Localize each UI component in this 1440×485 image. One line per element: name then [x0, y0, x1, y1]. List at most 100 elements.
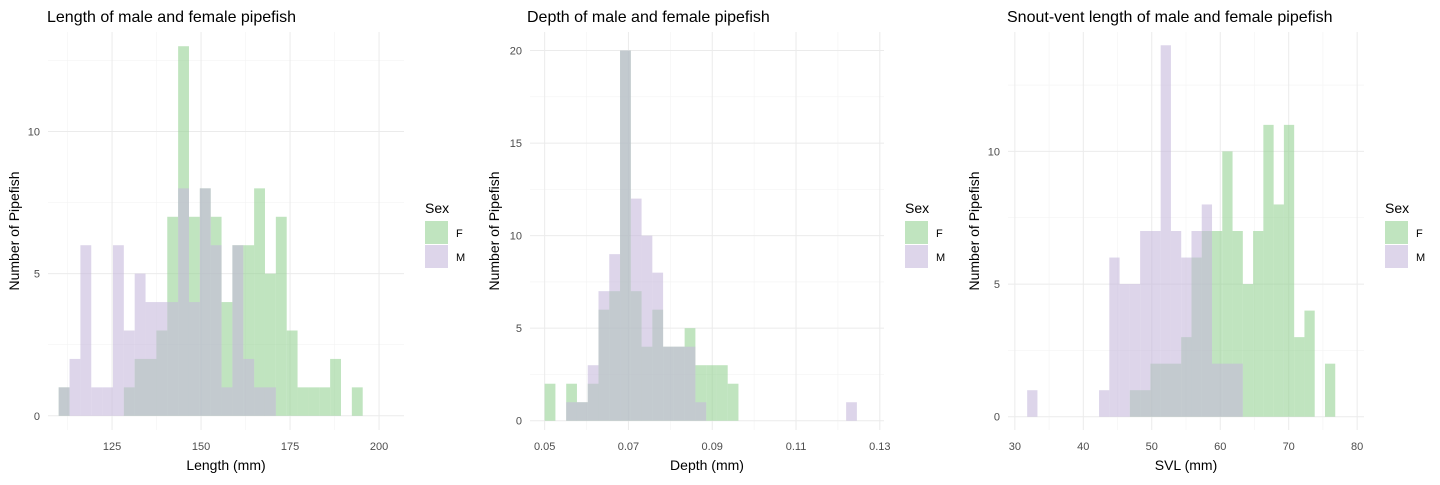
- legend: Sex FM: [425, 200, 465, 268]
- bar-f: [1294, 337, 1305, 417]
- x-axis-label: Depth (mm): [670, 457, 744, 473]
- bar-f: [727, 383, 739, 421]
- bar-m: [1181, 257, 1192, 417]
- y-axis-label: Number of Pipefish: [6, 171, 22, 290]
- bar-m: [1150, 231, 1161, 417]
- bar-m: [673, 346, 685, 421]
- bar-m: [663, 346, 674, 421]
- bar-m: [587, 365, 599, 421]
- bar-f: [351, 387, 363, 416]
- panel-1: 125 150 175 200 0 5 10 Length of male and femal…: [6, 9, 465, 473]
- bar-f: [243, 245, 255, 416]
- bar-f: [706, 365, 717, 421]
- x-axis-label: SVL (mm): [1155, 457, 1217, 473]
- bar-m: [1109, 257, 1120, 417]
- bar-f: [1222, 151, 1233, 417]
- x-tick-label: 0.09: [702, 441, 723, 453]
- legend-key-m: [425, 245, 448, 268]
- bar-m: [58, 387, 70, 416]
- bar-f: [544, 383, 556, 421]
- x-tick-label: 0.13: [869, 441, 890, 453]
- bar-m: [576, 402, 588, 421]
- legend-title: Sex: [905, 200, 929, 216]
- legend-title: Sex: [425, 200, 449, 216]
- bar-m: [1027, 390, 1038, 417]
- bar-f: [275, 216, 287, 416]
- panel-2: 0.05 0.07 0.09 0.11 0.13 0 5 10 15 20 Depth of mal…: [486, 9, 945, 473]
- bar-m: [156, 302, 168, 416]
- bar-m: [1140, 231, 1151, 417]
- bar-m: [254, 387, 265, 416]
- bar-f: [319, 387, 331, 416]
- bar-m: [609, 254, 621, 421]
- legend-label-f: F: [456, 228, 463, 240]
- x-tick-label: 0.05: [534, 441, 555, 453]
- bar-m: [641, 235, 653, 421]
- bar-m: [178, 188, 189, 416]
- bar-m: [1099, 390, 1110, 417]
- bar-m: [1201, 204, 1213, 417]
- bar-f: [330, 358, 341, 416]
- legend-title: Sex: [1385, 200, 1409, 216]
- bar-f: [1242, 284, 1254, 417]
- y-tick-label: 10: [988, 146, 1000, 158]
- bar-f: [716, 365, 728, 421]
- bar-m: [188, 302, 200, 416]
- legend-label-m: M: [1416, 252, 1425, 264]
- x-tick-label: 0.07: [618, 441, 639, 453]
- bar-m: [684, 346, 696, 421]
- bar-f: [221, 302, 233, 416]
- legend-label-m: M: [456, 252, 465, 264]
- bar-m: [167, 302, 179, 416]
- bar-f: [264, 273, 276, 416]
- x-tick-label: 175: [281, 441, 299, 453]
- y-tick-label: 5: [994, 279, 1000, 291]
- x-tick-label: 50: [1146, 441, 1158, 453]
- bar-f: [1324, 363, 1336, 417]
- bar-m: [80, 245, 92, 416]
- legend-key-f: [1385, 221, 1408, 244]
- legend-label-m: M: [936, 252, 945, 264]
- bar-m: [1212, 363, 1223, 417]
- x-axis-label: Length (mm): [186, 457, 265, 473]
- y-tick-label: 15: [510, 138, 522, 150]
- x-tick-label: 150: [192, 441, 210, 453]
- bar-m: [199, 188, 211, 416]
- y-tick-label: 5: [516, 323, 522, 335]
- bar-m: [846, 402, 857, 421]
- bar-m: [112, 245, 124, 416]
- y-tick-label: 5: [34, 269, 40, 281]
- bar-m: [652, 272, 664, 421]
- bar-m: [1222, 363, 1233, 417]
- x-tick-label: 80: [1351, 441, 1363, 453]
- bar-f: [1273, 204, 1284, 417]
- legend-label-f: F: [936, 228, 943, 240]
- x-tick-label: 200: [370, 441, 388, 453]
- x-tick-label: 125: [103, 441, 121, 453]
- bar-m: [264, 387, 276, 416]
- x-tick-label: 60: [1214, 441, 1226, 453]
- legend-label-f: F: [1416, 228, 1423, 240]
- bar-m: [1129, 284, 1141, 417]
- y-tick-label: 0: [516, 416, 522, 428]
- legend: Sex FM: [905, 200, 945, 268]
- y-tick-label: 10: [510, 231, 522, 243]
- bar-f: [308, 387, 320, 416]
- bar-f: [254, 188, 265, 416]
- chart-title: Length of male and female pipefish: [47, 9, 296, 26]
- bar-f: [1304, 310, 1315, 417]
- bar-m: [243, 358, 255, 416]
- bar-m: [145, 302, 157, 416]
- y-tick-label: 0: [994, 412, 1000, 424]
- bar-m: [69, 358, 81, 416]
- y-axis-label: Number of Pipefish: [966, 171, 982, 290]
- bar-m: [102, 387, 113, 416]
- legend-key-m: [905, 245, 928, 268]
- y-tick-label: 20: [510, 46, 522, 58]
- bar-m: [566, 402, 577, 421]
- x-tick-label: 40: [1077, 441, 1089, 453]
- chart-title: Snout-vent length of male and female pip…: [1007, 9, 1333, 26]
- panel-3: 30 40 50 60 70 80 0 5 10 Snout-vent length of mal…: [966, 9, 1425, 473]
